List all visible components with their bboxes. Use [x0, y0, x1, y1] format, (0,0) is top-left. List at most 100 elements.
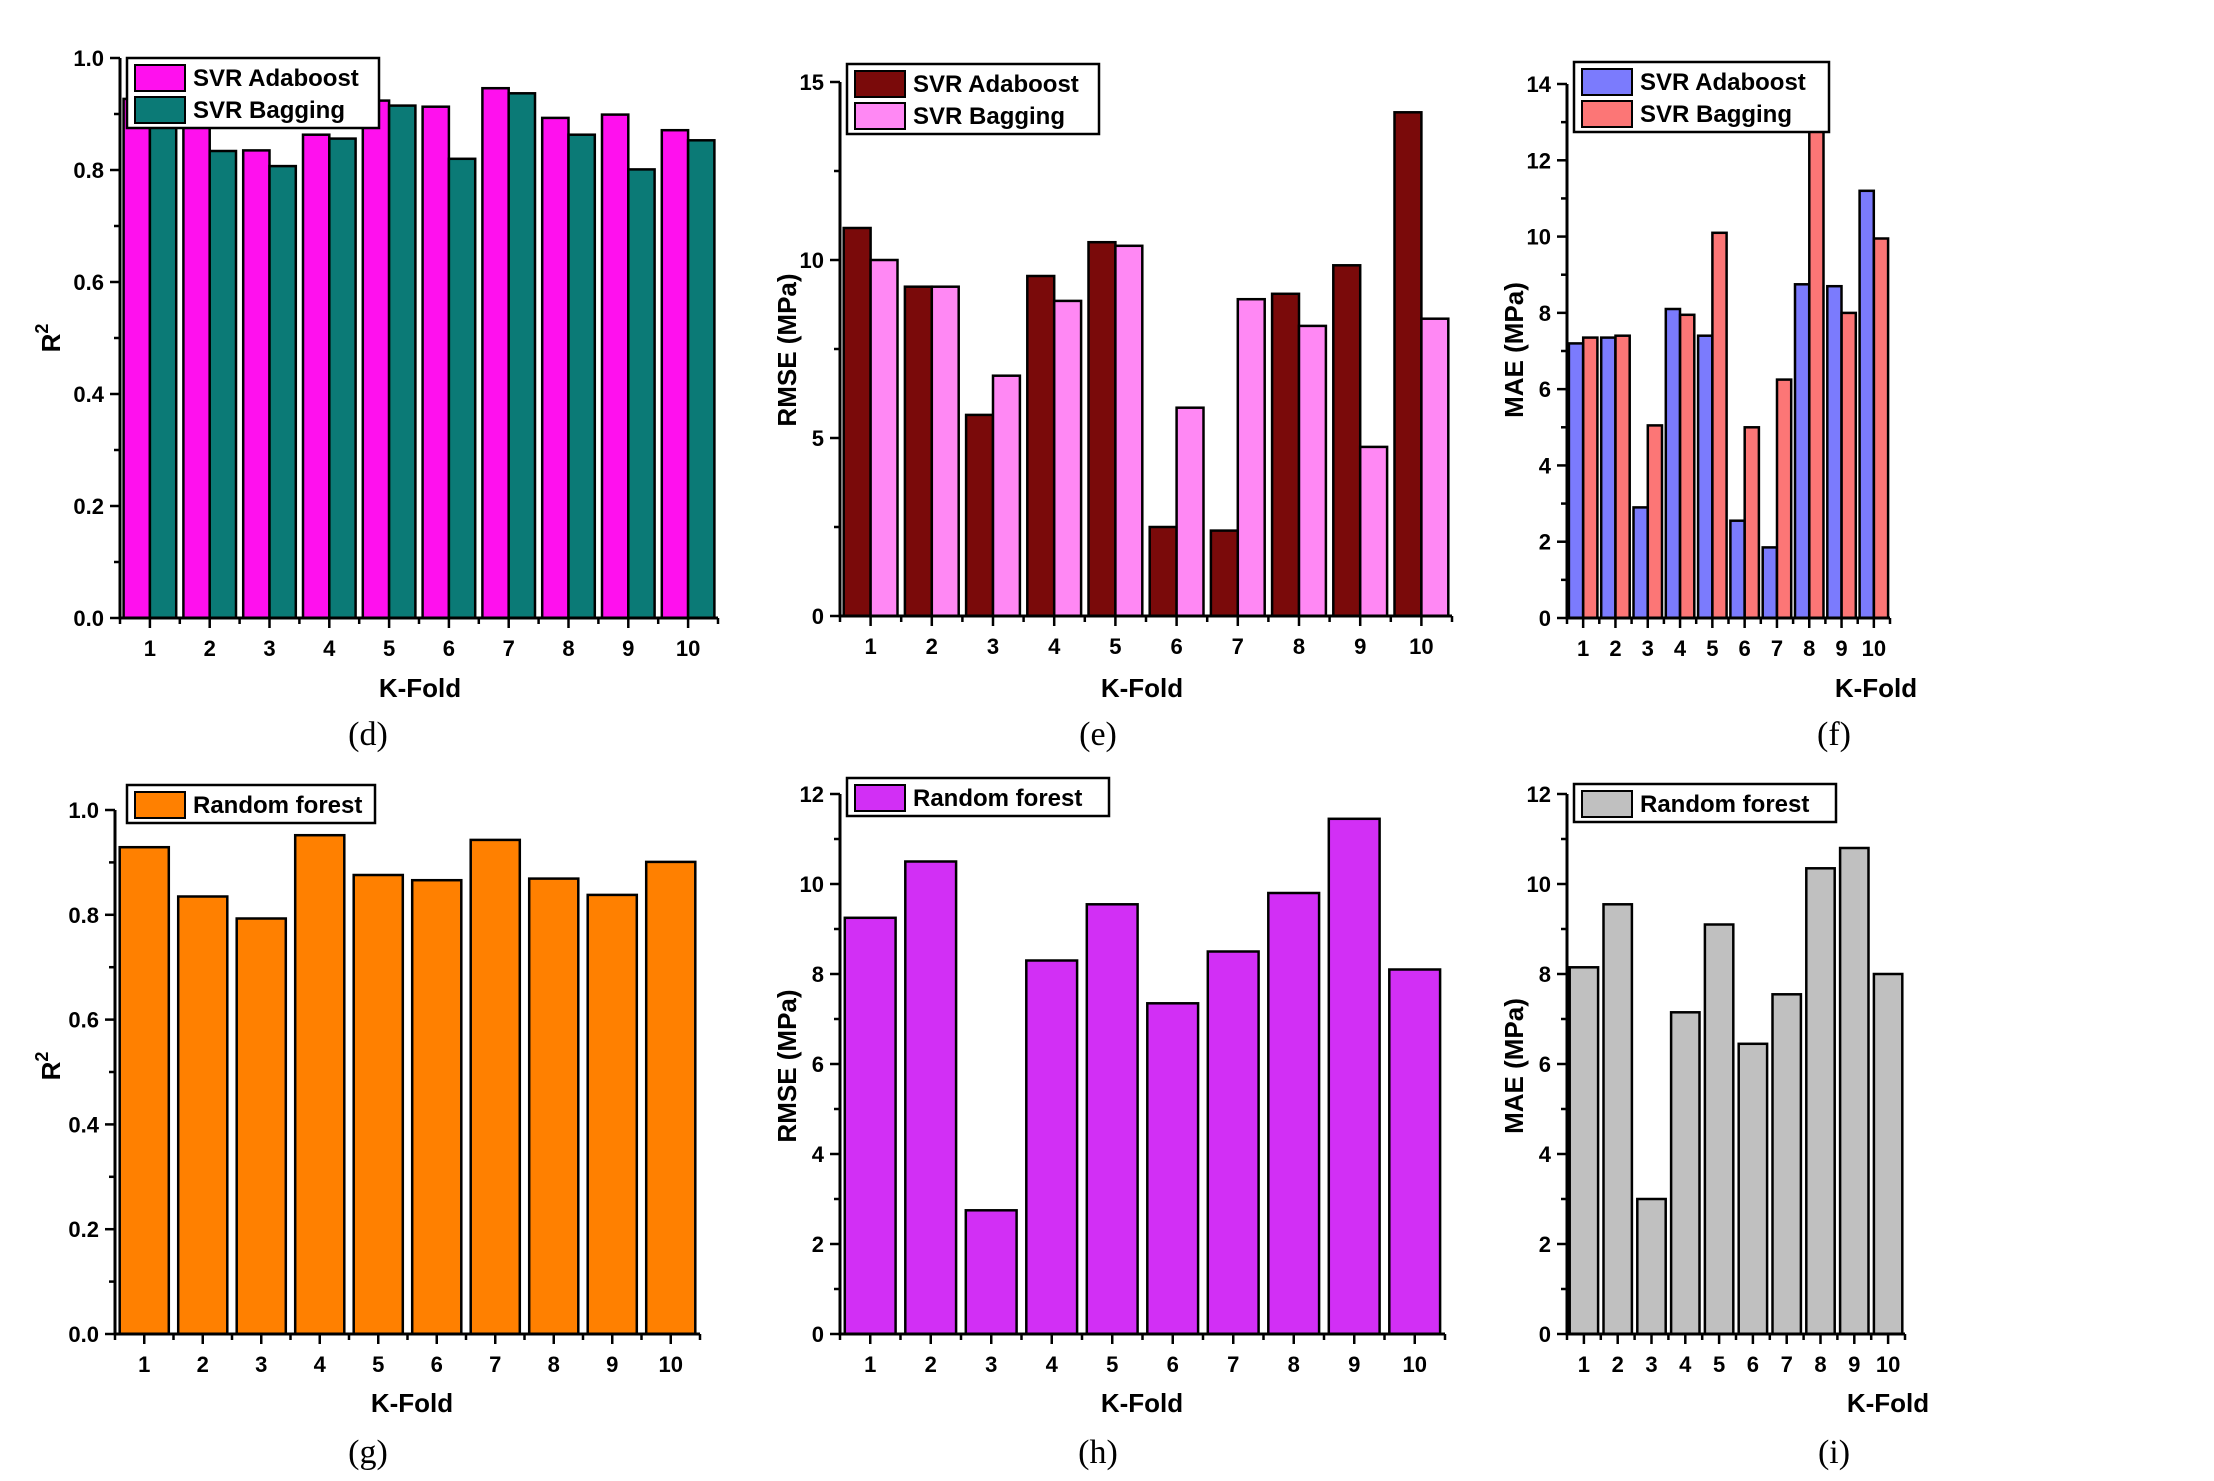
x-tick-label: 4: [1048, 634, 1061, 659]
y-tick-label: 0: [812, 1322, 824, 1347]
bar-2-9: [627, 168, 656, 620]
x-tick-label: 3: [1642, 636, 1654, 661]
y-tick-label: 2: [812, 1232, 824, 1257]
x-tick-label: 2: [1612, 1352, 1624, 1377]
bar-2-1: [869, 258, 899, 618]
bar-1-4: [1669, 1011, 1701, 1336]
x-tick-label: 7: [1771, 636, 1783, 661]
legend-label-1: SVR Adaboost: [913, 71, 1079, 98]
bar-1-2: [1602, 903, 1634, 1336]
bar-2-6: [447, 157, 477, 620]
y-axis-title: R2: [32, 1052, 66, 1081]
bar-2-2: [930, 285, 960, 618]
bar-1-7: [469, 838, 522, 1336]
y-tick-label: 5: [812, 426, 824, 451]
y-tick-label: 14: [1527, 72, 1552, 97]
x-axis-title: K-Fold: [371, 1388, 453, 1418]
y-axis-title-sup: 2: [32, 1052, 52, 1062]
bar-1-2: [176, 895, 229, 1336]
bar-1-6: [1737, 1042, 1769, 1336]
bar-1-2: [182, 120, 211, 620]
bar-2-2: [208, 149, 238, 620]
x-tick-label: 4: [1046, 1352, 1059, 1377]
y-tick-label: 0.4: [73, 382, 104, 407]
legend-swatch-2: [1581, 100, 1633, 128]
x-axis-title: K-Fold: [1101, 1388, 1183, 1418]
bar-2-4: [1052, 299, 1083, 618]
bar-1-9: [1332, 264, 1362, 618]
x-tick-label: 2: [204, 636, 216, 661]
legend-swatch-1: [134, 791, 186, 819]
y-tick-label: 2: [1539, 530, 1551, 555]
bar-1-8: [1267, 891, 1321, 1336]
x-tick-label: 7: [1781, 1352, 1793, 1377]
x-tick-label: 1: [138, 1352, 150, 1377]
y-tick-label: 0: [1539, 606, 1551, 631]
bar-2-4: [328, 137, 357, 620]
x-tick-label: 1: [1578, 1352, 1590, 1377]
bar-1-4: [1026, 274, 1056, 618]
x-tick-label: 3: [255, 1352, 267, 1377]
x-tick-label: 10: [1409, 634, 1433, 659]
y-axis-title: MAE (MPa): [1499, 282, 1529, 418]
x-tick-label: 6: [431, 1352, 443, 1377]
bar-1-1: [843, 916, 897, 1336]
bar-1-3: [964, 1209, 1018, 1336]
bar-2-3: [1646, 424, 1664, 620]
bar-2-5: [1711, 231, 1728, 620]
bar-1-8: [1270, 292, 1301, 618]
bar-1-7: [481, 86, 510, 620]
bar-2-10: [686, 139, 716, 620]
x-tick-label: 10: [676, 636, 700, 661]
x-tick-label: 9: [1348, 1352, 1360, 1377]
x-tick-label: 1: [864, 1352, 876, 1377]
bar-2-3: [991, 374, 1022, 618]
x-tick-label: 5: [1706, 636, 1718, 661]
y-tick-label: 8: [1539, 962, 1551, 987]
legend-label-2: SVR Bagging: [913, 103, 1065, 130]
bar-2-7: [1236, 297, 1266, 618]
bar-1-9: [600, 113, 630, 620]
bar-1-4: [1025, 959, 1079, 1336]
y-axis-title: MAE (MPa): [1499, 998, 1529, 1134]
x-tick-label: 5: [1106, 1352, 1118, 1377]
y-axis-title-main: MAE (MPa): [1499, 998, 1529, 1134]
bar-1-6: [1148, 525, 1178, 618]
bar-2-10: [1420, 317, 1450, 618]
legend-swatch-1: [854, 784, 906, 812]
bar-2-2: [1614, 334, 1631, 620]
x-tick-label: 5: [1713, 1352, 1725, 1377]
x-tick-label: 5: [372, 1352, 384, 1377]
x-tick-label: 4: [314, 1352, 327, 1377]
x-tick-label: 3: [987, 634, 999, 659]
bar-1-9: [1327, 817, 1381, 1336]
y-tick-label: 0.6: [68, 1008, 99, 1033]
x-tick-label: 10: [1403, 1352, 1427, 1377]
bar-1-8: [527, 877, 580, 1336]
legend-label-1: Random forest: [193, 792, 362, 819]
chart-panel-2: 0 5 10 15 1 2 3 4 5 6 7 8 9 10 K-Fold RMSE (MPa) SVR Ada…: [772, 62, 1454, 753]
bar-1-7: [1206, 950, 1260, 1336]
bar-1-4: [1664, 307, 1682, 620]
x-tick-label: 5: [1109, 634, 1121, 659]
y-tick-label: 10: [1527, 872, 1551, 897]
legend-swatch-2: [134, 96, 186, 124]
legend-label-1: Random forest: [913, 785, 1082, 812]
x-tick-label: 9: [1354, 634, 1366, 659]
y-axis-title-main: R: [36, 1061, 66, 1080]
bar-1-10: [1872, 972, 1904, 1336]
bar-2-9: [1358, 445, 1389, 618]
x-tick-label: 9: [622, 636, 634, 661]
bar-1-8: [540, 116, 570, 620]
y-tick-label: 4: [1539, 1142, 1552, 1167]
y-tick-label: 8: [812, 962, 824, 987]
bar-1-1: [118, 845, 171, 1336]
bar-2-8: [567, 133, 597, 620]
bar-1-10: [1858, 189, 1876, 620]
bar-1-3: [1636, 1197, 1667, 1336]
y-axis-title: R2: [32, 324, 66, 353]
x-tick-label: 1: [1577, 636, 1589, 661]
bar-2-3: [268, 164, 298, 620]
